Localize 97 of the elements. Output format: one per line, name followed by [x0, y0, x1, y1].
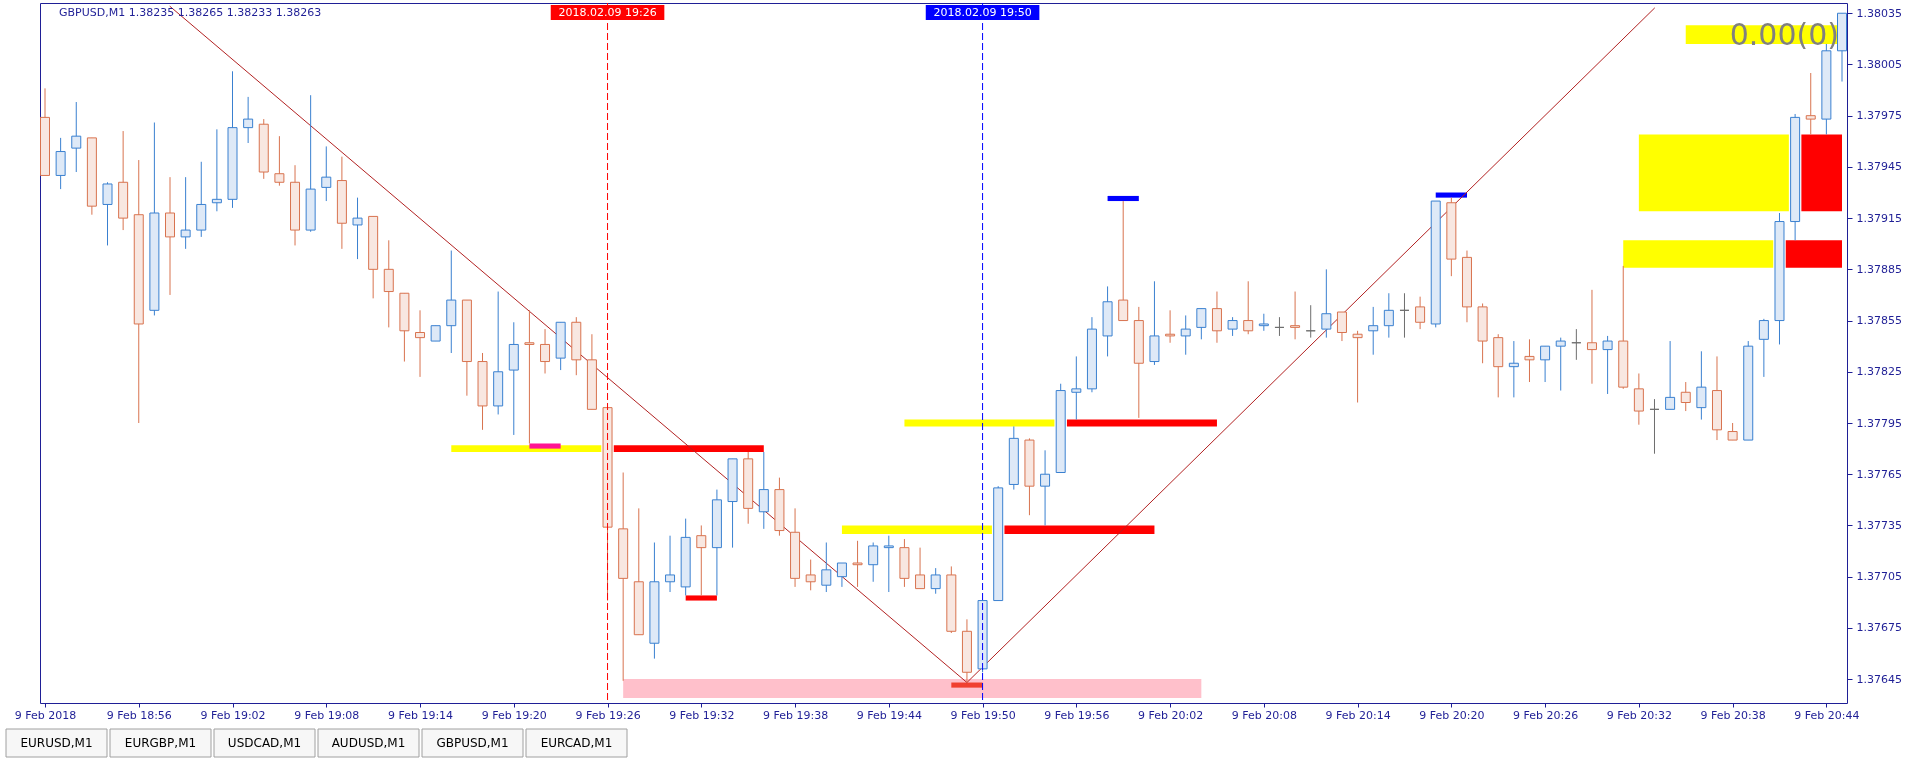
candlestick: [1665, 340, 1676, 410]
candlestick: [71, 101, 82, 173]
y-tick-label: 1.37795: [1856, 416, 1902, 430]
y-tick-label: 1.37915: [1856, 211, 1902, 225]
candlestick: [836, 562, 847, 588]
candlestick: [1165, 309, 1176, 344]
x-tick-label: 9 Feb 19:56: [1044, 708, 1110, 722]
candlestick: [1040, 449, 1051, 526]
candlestick: [321, 145, 332, 202]
x-tick-label: 9 Feb 20:32: [1606, 708, 1672, 722]
x-tick-label: 9 Feb 19:26: [575, 708, 641, 722]
candlestick: [1352, 330, 1363, 404]
x-tick-label: 9 Feb 18:56: [106, 708, 172, 722]
y-tick-label: 1.37705: [1856, 570, 1902, 584]
candlestick: [1368, 306, 1379, 356]
y-tick-label: 1.37885: [1856, 262, 1902, 276]
text: GBPUSD,M1: [436, 736, 509, 750]
y-tick-label: 1.37975: [1856, 109, 1902, 123]
y-tick-label: 1.37675: [1856, 621, 1902, 635]
x-tick-label: 9 Feb 20:08: [1231, 708, 1297, 722]
x-tick-label: 9 Feb 19:20: [481, 708, 547, 722]
candlestick: [1227, 316, 1238, 337]
candlestick: [696, 524, 707, 596]
x-tick-label: 9 Feb 20:44: [1794, 708, 1860, 722]
candlestick: [1758, 318, 1769, 378]
candlestick: [1243, 280, 1254, 335]
candlestick: [1524, 338, 1535, 383]
candlestick: [1383, 292, 1394, 339]
candlestick: [915, 547, 926, 590]
candlestick: [1540, 345, 1551, 383]
annotation: 0.00(0): [1729, 17, 1839, 52]
text: USDCAD,M1: [227, 736, 302, 750]
y-tick-label: 1.37825: [1856, 365, 1902, 379]
candlestick: [1290, 291, 1301, 340]
candlestick: [1196, 308, 1207, 340]
candlestick: [758, 451, 769, 530]
x-tick-label: 9 Feb 20:26: [1513, 708, 1579, 722]
candlestick: [180, 176, 191, 250]
ref-line-label: 2018.02.09 19:50: [933, 6, 1032, 19]
x-tick-label: 9 Feb 20:02: [1137, 708, 1204, 722]
x-tick-label: 9 Feb 19:44: [856, 708, 922, 722]
candlestick: [524, 309, 535, 444]
text: EURUSD,M1: [20, 736, 93, 750]
candlestick: [1680, 381, 1691, 412]
x-tick-label: 9 Feb 2018: [14, 708, 77, 722]
text: AUDUSD,M1: [331, 736, 406, 750]
candlestick: [1586, 289, 1597, 385]
candlestick: [821, 542, 832, 593]
candlestick: [868, 542, 879, 583]
x-tick-label: 9 Feb 20:20: [1419, 708, 1485, 722]
candlestick: [1633, 372, 1644, 426]
candlestick: [274, 135, 285, 187]
x-tick-label: 9 Feb 19:08: [294, 708, 360, 722]
y-tick-label: 1.37855: [1856, 314, 1902, 328]
candlestick: [243, 96, 254, 144]
x-tick-label: 9 Feb 19:02: [200, 708, 266, 722]
candlestick: [1508, 340, 1519, 398]
y-tick-label: 1.37945: [1856, 160, 1902, 174]
candlestick: [1118, 200, 1129, 322]
y-tick-label: 1.37735: [1856, 518, 1902, 532]
candlestick: [1696, 350, 1707, 421]
candlestick: [415, 309, 426, 378]
candlestick: [665, 535, 676, 593]
x-tick-label: 9 Feb 19:38: [762, 708, 829, 722]
candlestick: [55, 137, 66, 190]
y-tick-label: 1.37645: [1856, 672, 1902, 686]
candlestick: [1180, 314, 1191, 356]
y-tick-label: 1.38005: [1856, 57, 1902, 71]
text: EURCAD,M1: [540, 736, 613, 750]
candlestick: [1321, 268, 1332, 339]
ref-line-label: 2018.02.09 19:26: [558, 6, 657, 19]
candlestick: [165, 176, 176, 296]
candlestick: [383, 239, 394, 328]
x-tick-label: 9 Feb 19:50: [950, 708, 1016, 722]
candlestick: [352, 197, 363, 260]
x-tick-label: 9 Feb 20:14: [1325, 708, 1391, 722]
y-tick-label: 1.38035: [1856, 6, 1902, 20]
candlestick: [1071, 355, 1082, 421]
y-tick-label: 1.37765: [1856, 467, 1902, 481]
x-tick-label: 9 Feb 19:14: [387, 708, 454, 722]
x-tick-label: 9 Feb 20:38: [1700, 708, 1766, 722]
x-tick-label: 9 Feb 19:32: [669, 708, 735, 722]
candlestick: [1415, 296, 1426, 330]
candlestick: [102, 181, 113, 246]
candlestick: [1805, 72, 1816, 135]
chart-title: GBPUSD,M1 1.38235 1.38265 1.38233 1.38263: [59, 6, 322, 19]
candlestick: [1602, 335, 1613, 395]
candlestick: [805, 559, 816, 591]
candlestick: [883, 535, 894, 593]
candlestick: [1555, 337, 1566, 392]
candlestick: [1211, 291, 1222, 344]
candlestick: [930, 567, 941, 595]
candlestick: [852, 540, 863, 588]
text: EURGBP,M1: [124, 736, 197, 750]
candlestick: [540, 328, 551, 374]
candlestick: [211, 128, 222, 212]
candlestick: [1336, 311, 1347, 342]
